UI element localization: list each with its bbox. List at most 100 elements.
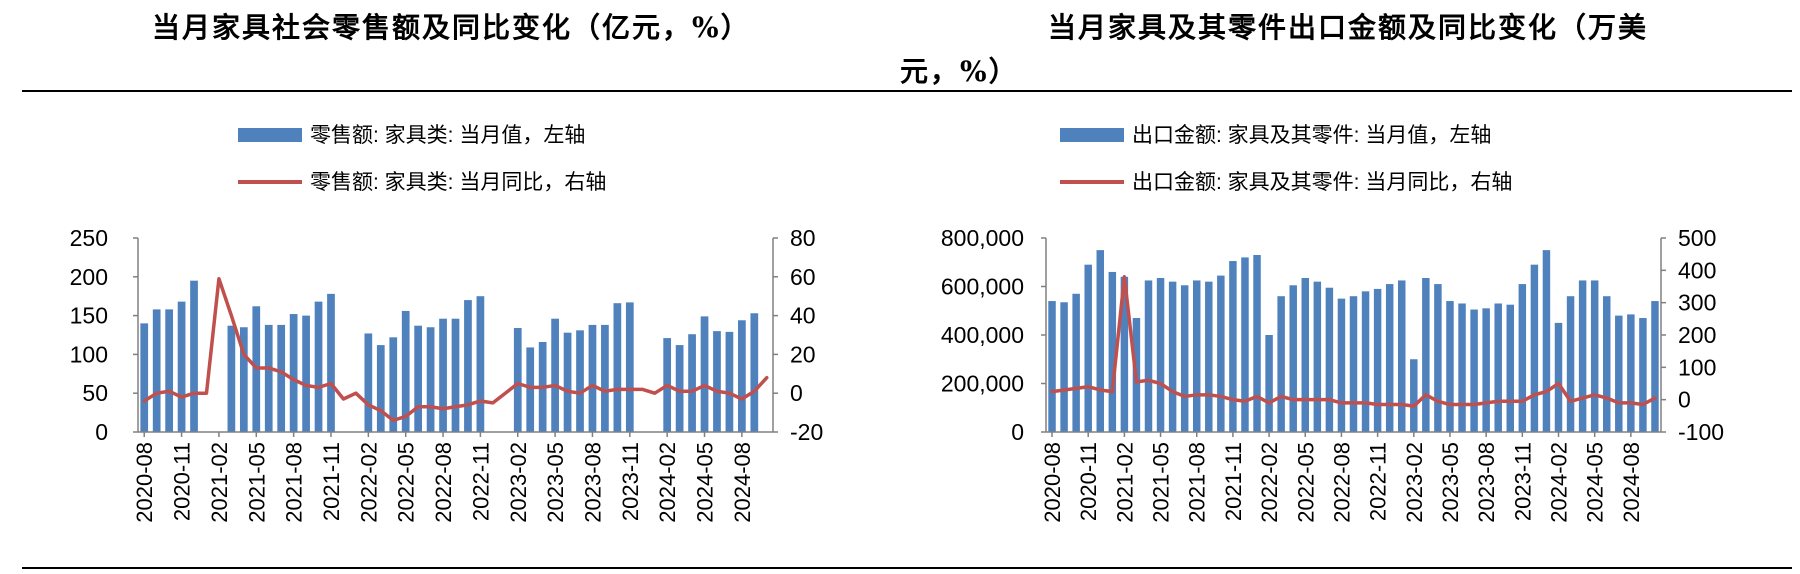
legend-line-label: 出口金额: 家具及其零件: 当月同比，右轴	[1132, 171, 1512, 194]
left-tick-label: 200	[70, 264, 108, 290]
bar	[1253, 254, 1261, 432]
right-tick-label: -100	[1678, 419, 1724, 445]
bar	[1156, 278, 1165, 432]
x-tick-label: 2021-05	[1149, 442, 1174, 523]
left-tick-label: 800,000	[941, 225, 1024, 251]
x-tick-label: 2022-08	[431, 442, 456, 523]
bar	[1458, 303, 1466, 432]
x-tick-label: 2020-11	[1076, 442, 1101, 521]
legend-bar-swatch	[238, 128, 302, 142]
bar	[1337, 298, 1346, 433]
x-tick-label: 2024-02	[655, 442, 680, 523]
bar	[1193, 280, 1201, 432]
bar	[314, 301, 323, 432]
bar	[1566, 296, 1575, 432]
x-tick-label: 2023-02	[506, 442, 531, 523]
bar	[1542, 250, 1551, 433]
bar	[1639, 318, 1647, 432]
bar	[1229, 261, 1237, 432]
bar	[1217, 275, 1225, 432]
x-tick-label: 2023-02	[1402, 442, 1427, 523]
left-tick-label: 600,000	[941, 274, 1024, 300]
right-tick-label: 200	[1678, 322, 1716, 348]
bar	[1494, 303, 1502, 432]
bar-series	[1048, 250, 1659, 433]
right-tick-label: 40	[790, 303, 816, 329]
bar	[227, 325, 236, 432]
bar	[327, 293, 335, 432]
x-tick-label: 2023-11	[618, 442, 643, 521]
bar	[289, 314, 298, 432]
x-tick-label: 2021-08	[282, 442, 307, 523]
bar	[1578, 280, 1587, 432]
legend-bar-label: 出口金额: 家具及其零件: 当月值，左轴	[1132, 124, 1491, 147]
x-axis-labels: 2020-08 2020-11 2021-02 2021-05 2021-08 2021-…	[132, 432, 755, 523]
bar	[1277, 296, 1285, 432]
bar	[302, 315, 310, 432]
chart-title-right-continued: 元，%）	[900, 55, 1019, 88]
x-tick-label: 2020-08	[1040, 442, 1065, 523]
bar	[426, 327, 435, 432]
left-tick-label: 0	[95, 419, 108, 445]
bar	[1373, 288, 1382, 432]
top-divider	[22, 90, 1792, 92]
bar	[625, 302, 634, 432]
left-tick-label: 400,000	[941, 322, 1024, 348]
bar	[1349, 296, 1358, 432]
bar	[464, 300, 472, 432]
bar	[1205, 281, 1213, 432]
chart-title-left: 当月家具社会零售额及同比变化（亿元，%）	[152, 11, 751, 44]
bar	[1301, 278, 1310, 432]
bar	[1482, 308, 1490, 432]
bar	[551, 318, 559, 432]
bar	[1603, 296, 1611, 432]
x-tick-label: 2022-05	[394, 442, 419, 523]
left-tick-label: 200,000	[941, 371, 1024, 397]
x-tick-label: 2021-08	[1185, 442, 1210, 523]
bar	[177, 301, 186, 432]
bar	[451, 318, 460, 432]
x-tick-label: 2024-05	[1583, 442, 1608, 523]
bar	[165, 309, 173, 432]
x-tick-label: 2022-02	[1257, 442, 1282, 523]
x-tick-label: 2021-11	[1221, 442, 1246, 521]
bar	[1590, 280, 1599, 432]
right-tick-label: 0	[1678, 387, 1691, 413]
x-tick-label: 2022-05	[1293, 442, 1318, 523]
line-series	[1050, 275, 1657, 408]
x-tick-label: 2020-11	[170, 442, 195, 521]
bar	[1084, 264, 1092, 432]
bar	[1470, 309, 1478, 432]
bar	[1422, 278, 1430, 432]
right-tick-label: 300	[1678, 290, 1716, 316]
bar	[1410, 359, 1418, 432]
x-tick-label: 2023-08	[580, 442, 605, 523]
bar	[389, 337, 398, 432]
bar	[264, 324, 273, 432]
x-tick-label: 2024-08	[730, 442, 755, 523]
bar	[414, 325, 423, 432]
legend-line-label: 零售额: 家具类: 当月同比，右轴	[310, 171, 606, 194]
x-tick-label: 2024-02	[1547, 442, 1572, 523]
bar	[601, 324, 609, 432]
x-tick-label: 2023-05	[1438, 442, 1463, 523]
x-tick-label: 2021-02	[207, 442, 232, 523]
bar	[476, 296, 485, 432]
bar	[576, 330, 584, 432]
x-tick-label: 2023-08	[1474, 442, 1499, 523]
bottom-divider	[22, 567, 1792, 569]
x-tick-label: 2021-02	[1112, 442, 1137, 523]
bar	[140, 323, 149, 432]
bar	[1096, 250, 1105, 433]
bar	[1446, 301, 1454, 432]
right-tick-label: 20	[790, 341, 816, 367]
left-tick-label: 250	[70, 225, 108, 251]
bar	[713, 331, 721, 432]
right-tick-label: 400	[1678, 257, 1716, 283]
bar	[1554, 322, 1563, 433]
bar	[1398, 280, 1406, 432]
legend-bar-label: 零售额: 家具类: 当月值，左轴	[310, 124, 585, 147]
bar	[1048, 301, 1056, 432]
